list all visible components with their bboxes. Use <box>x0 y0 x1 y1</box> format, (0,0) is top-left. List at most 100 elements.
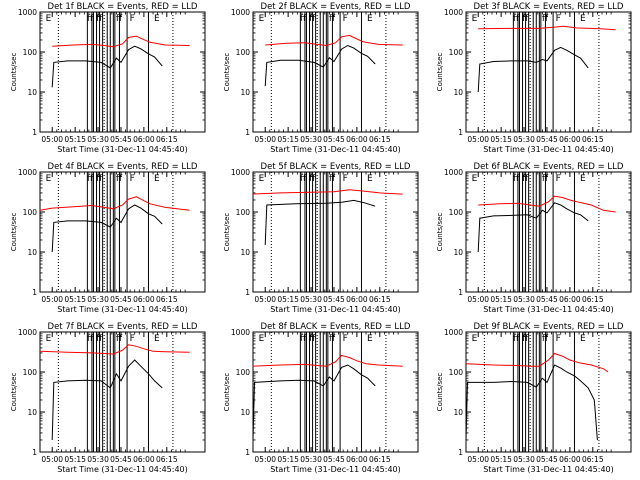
x-axis-label: Start Time (31-Dec-11 04:45:40) <box>483 305 614 314</box>
y-axis-label: Counts/sec <box>10 53 18 92</box>
x-tick-label: 05:30 <box>300 295 322 304</box>
x-tick-label: 05:15 <box>490 295 512 304</box>
x-tick-label: 05:45 <box>110 295 132 304</box>
x-axis-label: Start Time (31-Dec-11 04:45:40) <box>270 465 401 474</box>
marker-flag-label: E <box>259 334 265 344</box>
x-axis-label: Start Time (31-Dec-11 04:45:40) <box>483 145 614 154</box>
marker-flag-label: ff <box>513 14 520 24</box>
y-axis-label: Counts/sec <box>10 373 18 412</box>
x-tick-label: 06:00 <box>346 295 368 304</box>
marker-flag-label: ff <box>300 334 307 344</box>
events-series-line <box>466 364 598 441</box>
events-series-line <box>253 364 376 441</box>
marker-flag-label: E <box>46 334 52 344</box>
marker-flag-label: ff <box>87 174 94 184</box>
y-tick-label: 100 <box>23 368 38 377</box>
y-tick-label: 1000 <box>18 328 37 337</box>
events-series-line <box>51 204 163 253</box>
x-tick-label: 05:15 <box>277 135 299 144</box>
lld-series-line <box>478 25 616 31</box>
events-series-line <box>477 46 589 93</box>
x-tick-label: 05:45 <box>110 135 132 144</box>
marker-flag-label: E <box>46 174 52 184</box>
plot-frame <box>39 171 206 293</box>
x-tick-label: 05:45 <box>536 455 558 464</box>
lld-series-line <box>253 189 403 195</box>
plot-data <box>40 172 190 292</box>
x-tick-label: 05:00 <box>467 135 489 144</box>
marker-flag-label: ff <box>522 14 529 24</box>
y-tick-label: 1000 <box>231 8 250 17</box>
marker-flag-label: ff <box>300 174 307 184</box>
y-tick-label: 10 <box>240 408 250 417</box>
lld-series-line <box>253 354 403 367</box>
plot-title: Det 6f BLACK = Events, RED = LLD <box>474 162 624 172</box>
x-tick-label: 05:00 <box>41 135 63 144</box>
marker-flag-label: F <box>556 334 561 344</box>
marker-flag-label: F <box>343 14 348 24</box>
marker-flag-label: F <box>343 334 348 344</box>
y-tick-label: 100 <box>449 368 464 377</box>
x-tick-label: 06:00 <box>559 295 581 304</box>
y-axis-label: Counts/sec <box>223 373 231 412</box>
marker-flag-label: ff <box>542 14 549 24</box>
y-tick-label: 10 <box>453 248 463 257</box>
x-tick-label: 05:30 <box>300 135 322 144</box>
marker-flag-label: E <box>46 14 52 24</box>
marker-flag-label: ff <box>542 174 549 184</box>
marker-flag-label: E <box>154 334 160 344</box>
plot-frame <box>252 11 419 133</box>
marker-flag-label: ff <box>329 14 336 24</box>
marker-flag-label: F <box>343 174 348 184</box>
y-tick-label: 100 <box>449 208 464 217</box>
marker-flag-label: F <box>130 174 135 184</box>
x-tick-label: 05:45 <box>536 135 558 144</box>
plot-panel-9: Det 9f BLACK = Events, RED = LLD 1 10 100 10… <box>436 322 632 474</box>
marker-flag-label: ff <box>522 174 529 184</box>
x-tick-label: 05:00 <box>41 295 63 304</box>
lld-series-line <box>40 196 190 211</box>
marker-flag-label: ff <box>513 174 520 184</box>
plot-title: Det 1f BLACK = Events, RED = LLD <box>48 2 198 12</box>
x-tick-label: 05:15 <box>64 135 86 144</box>
plot-title: Det 5f BLACK = Events, RED = LLD <box>261 162 411 172</box>
plot-data <box>253 172 403 292</box>
marker-flag-label: E <box>472 174 478 184</box>
events-series-line <box>264 44 376 87</box>
plot-panel-6: Det 6f BLACK = Events, RED = LLD 1 10 100 10… <box>436 162 632 314</box>
x-tick-label: 06:00 <box>133 455 155 464</box>
plot-title: Det 2f BLACK = Events, RED = LLD <box>261 2 411 12</box>
y-tick-label: 1000 <box>444 168 463 177</box>
y-tick-label: 1 <box>458 128 463 137</box>
lld-series-line <box>466 352 609 373</box>
marker-flag-label: F <box>556 14 561 24</box>
marker-flag-label: F <box>130 334 135 344</box>
x-tick-label: 06:15 <box>582 455 604 464</box>
x-tick-label: 06:15 <box>582 295 604 304</box>
x-tick-label: 06:15 <box>156 455 178 464</box>
x-tick-label: 05:45 <box>536 295 558 304</box>
x-tick-label: 05:45 <box>323 455 345 464</box>
plot-panel-5: Det 5f BLACK = Events, RED = LLD 1 10 100 10… <box>223 162 419 314</box>
y-tick-label: 1 <box>458 448 463 457</box>
plot-frame <box>465 171 632 293</box>
plot-frame <box>465 11 632 133</box>
x-tick-label: 05:30 <box>87 135 109 144</box>
marker-flag-label: ff <box>96 174 103 184</box>
x-tick-label: 05:45 <box>110 455 132 464</box>
marker-flag-label: E <box>367 334 373 344</box>
events-series-line <box>264 199 376 246</box>
marker-flag-label: E <box>367 14 373 24</box>
y-tick-label: 1000 <box>444 328 463 337</box>
x-tick-label: 06:00 <box>133 135 155 144</box>
x-axis-label: Start Time (31-Dec-11 04:45:40) <box>57 145 188 154</box>
marker-flag-label: ff <box>329 334 336 344</box>
plot-panel-8: Det 8f BLACK = Events, RED = LLD 1 10 100 10… <box>223 322 419 474</box>
marker-flag-label: ff <box>300 14 307 24</box>
y-tick-label: 10 <box>27 408 37 417</box>
y-tick-label: 100 <box>236 48 251 57</box>
plot-frame <box>252 171 419 293</box>
y-tick-label: 1000 <box>231 328 250 337</box>
